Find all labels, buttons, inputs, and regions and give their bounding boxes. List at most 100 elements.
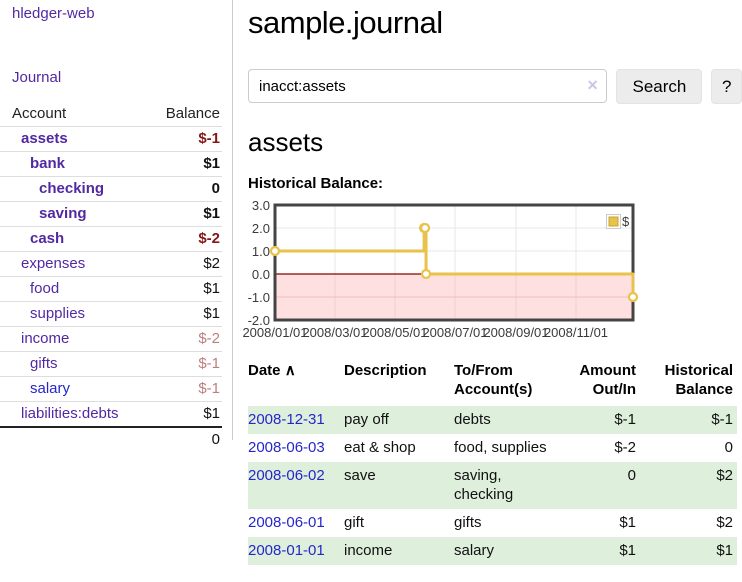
account-row: cash $-2 bbox=[0, 226, 222, 252]
transaction-accounts: food, supplies bbox=[454, 439, 547, 456]
y-tick-label: 3.0 bbox=[252, 200, 270, 213]
date-sort-link[interactable]: Date ∧ bbox=[248, 362, 296, 379]
transaction-accounts: saving, checking bbox=[454, 462, 566, 509]
balance-series bbox=[269, 222, 639, 303]
account-link-assets[interactable]: assets bbox=[21, 130, 68, 147]
account-link-checking[interactable]: checking bbox=[39, 180, 105, 197]
account-balance: $1 bbox=[150, 276, 222, 302]
accounts-table: Account Balance assets $-1 bank $1 check… bbox=[0, 102, 222, 452]
sidebar: hledger-web Journal Account Balance asse… bbox=[0, 0, 232, 452]
y-tick-label: 0.0 bbox=[252, 267, 270, 282]
x-tick-label: 2008/01/01 bbox=[242, 325, 307, 340]
x-tick-label: 2008/07/01 bbox=[422, 325, 487, 340]
account-balance: $1 bbox=[150, 401, 222, 427]
accounts-header-balance: Balance bbox=[165, 105, 220, 122]
register-col-balance: Historical Balance bbox=[664, 362, 733, 398]
account-balance: 0 bbox=[150, 176, 222, 202]
account-balance: $1 bbox=[150, 151, 222, 177]
transaction-amount: $-2 bbox=[614, 439, 636, 456]
search-button[interactable]: Search bbox=[616, 69, 703, 104]
account-link-cash[interactable]: cash bbox=[30, 230, 65, 247]
transaction-date-link[interactable]: 2008-12-31 bbox=[248, 411, 325, 428]
account-link-expenses[interactable]: expenses bbox=[21, 255, 86, 272]
register-row: 2008-06-03 eat & shop food, supplies $-2… bbox=[248, 434, 737, 462]
transaction-description: income bbox=[344, 537, 454, 565]
chart-legend: $ bbox=[606, 214, 630, 229]
register-table: Date ∧ Description To/From Account(s) Am… bbox=[248, 361, 737, 565]
account-balance: $-2 bbox=[150, 326, 222, 352]
accounts-total-row: 0 bbox=[0, 426, 222, 452]
y-tick-label: -1.0 bbox=[248, 290, 270, 305]
x-tick-label: 2008/05/01 bbox=[362, 325, 427, 340]
account-link-salary[interactable]: salary bbox=[30, 380, 71, 397]
transaction-balance: 0 bbox=[724, 439, 733, 456]
register-col-amount: Amount Out/In bbox=[579, 362, 636, 398]
account-balance: $-2 bbox=[150, 226, 222, 252]
account-row: saving $1 bbox=[0, 201, 222, 227]
transaction-amount: 0 bbox=[566, 462, 644, 509]
transaction-amount: $-1 bbox=[566, 406, 644, 434]
account-link-gifts[interactable]: gifts bbox=[30, 355, 58, 372]
account-row: assets $-1 bbox=[0, 126, 222, 152]
account-row: income $-2 bbox=[0, 326, 222, 352]
account-balance: $1 bbox=[150, 301, 222, 327]
account-row: salary $-1 bbox=[0, 376, 222, 402]
account-link-supplies[interactable]: supplies bbox=[30, 305, 86, 322]
transaction-balance: $2 bbox=[716, 514, 733, 531]
account-link-income[interactable]: income bbox=[21, 330, 70, 347]
account-link-food[interactable]: food bbox=[30, 280, 60, 297]
register-col-date: Date ∧ bbox=[248, 361, 344, 406]
account-link-bank[interactable]: bank bbox=[30, 155, 66, 172]
account-balance: $-1 bbox=[150, 126, 222, 152]
transaction-balance: $2 bbox=[644, 462, 737, 509]
transaction-description: eat & shop bbox=[344, 439, 416, 456]
account-link-liabilities-debts[interactable]: liabilities:debts bbox=[21, 405, 119, 422]
register-col-accounts: To/From Account(s) bbox=[454, 362, 533, 398]
account-row: liabilities:debts $1 bbox=[0, 401, 222, 427]
transaction-date-link[interactable]: 2008-06-01 bbox=[248, 514, 325, 531]
transaction-accounts: debts bbox=[454, 406, 566, 434]
legend-label: $ bbox=[622, 214, 630, 229]
account-balance: $-1 bbox=[150, 351, 222, 377]
accounts-header-account: Account bbox=[12, 105, 67, 122]
plot-border bbox=[273, 203, 635, 322]
help-button[interactable]: ? bbox=[711, 69, 742, 104]
sidebar-divider bbox=[232, 0, 233, 440]
sort-ascending-icon: ∧ bbox=[284, 362, 296, 379]
transaction-date-link[interactable]: 2008-01-01 bbox=[248, 542, 325, 559]
main-content: sample.journal ✕ Search ? assets Histori… bbox=[240, 0, 742, 565]
account-balance: $-1 bbox=[150, 376, 222, 402]
x-tick-label: 2008/11/01 bbox=[544, 325, 608, 340]
transaction-balance: $-1 bbox=[644, 406, 737, 434]
account-balance: $2 bbox=[150, 251, 222, 277]
account-row: bank $1 bbox=[0, 151, 222, 177]
clear-search-icon[interactable]: ✕ bbox=[586, 77, 599, 93]
register-row: 2008-06-01 gift gifts $1 $2 bbox=[248, 509, 737, 537]
app-title-link[interactable]: hledger-web bbox=[12, 5, 95, 22]
transaction-accounts: salary bbox=[454, 537, 566, 565]
accounts-header-row: Account Balance bbox=[0, 102, 222, 127]
account-balance: $1 bbox=[150, 201, 222, 227]
transaction-date-link[interactable]: 2008-06-03 bbox=[248, 439, 325, 456]
y-tick-label: 1.0 bbox=[252, 244, 270, 259]
account-link-saving[interactable]: saving bbox=[39, 205, 87, 222]
accounts-total-balance: 0 bbox=[150, 426, 222, 452]
historical-balance-chart: 3.0 2.0 1.0 0.0 -1.0 -2.0 $ bbox=[242, 200, 639, 340]
negative-region bbox=[275, 274, 633, 320]
transaction-description: gift bbox=[344, 514, 365, 531]
account-row: expenses $2 bbox=[0, 251, 222, 277]
register-header-row: Date ∧ Description To/From Account(s) Am… bbox=[248, 361, 737, 406]
account-page-title: assets bbox=[248, 127, 324, 157]
y-tick-label: 2.0 bbox=[252, 221, 270, 236]
transaction-amount: $1 bbox=[566, 537, 644, 565]
transaction-accounts: gifts bbox=[454, 514, 482, 531]
transaction-balance: $1 bbox=[644, 537, 737, 565]
transaction-description: pay off bbox=[344, 406, 454, 434]
search-input[interactable] bbox=[248, 69, 608, 103]
search-form: ✕ Search ? bbox=[248, 69, 742, 104]
chart-heading: Historical Balance: bbox=[248, 175, 384, 192]
transaction-description: save bbox=[344, 462, 454, 509]
sidebar-item-journal[interactable]: Journal bbox=[12, 69, 62, 86]
transaction-date-link[interactable]: 2008-06-02 bbox=[248, 467, 325, 484]
account-row: gifts $-1 bbox=[0, 351, 222, 377]
